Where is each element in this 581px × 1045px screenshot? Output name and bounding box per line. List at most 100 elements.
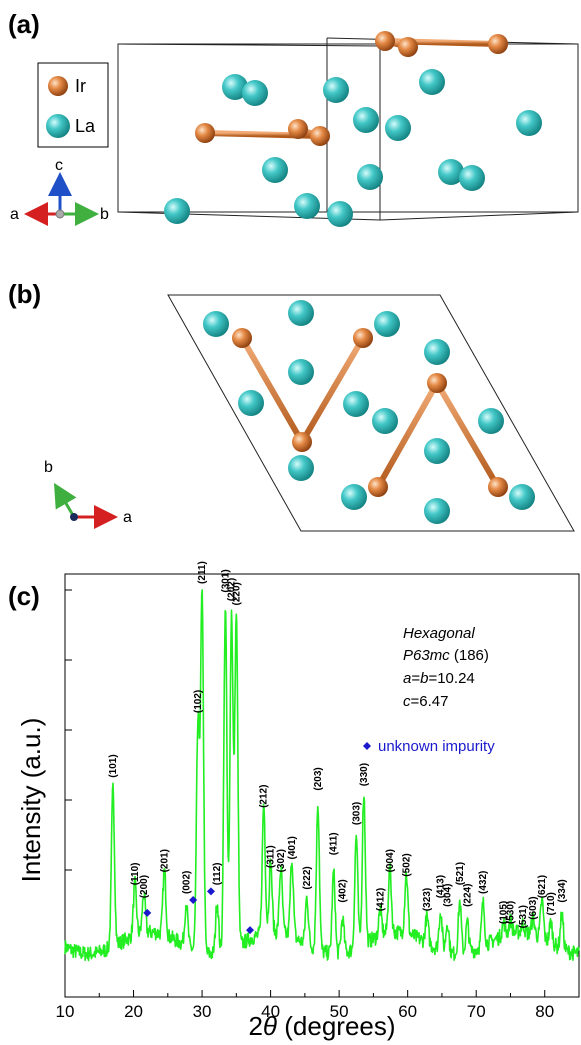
peak-label: (303): [351, 802, 362, 825]
impurity-marker: [246, 926, 255, 935]
x-tick-label: 80: [535, 1002, 554, 1021]
x-axis-label-unit: (degrees): [277, 1011, 396, 1041]
y-ticks: [65, 589, 72, 871]
x-tick-label: 30: [193, 1002, 212, 1021]
peak-labels: (101) (110)(200) (201) (002) (102) (211) (112)…: [108, 561, 568, 928]
peak-label: (200): [139, 875, 150, 898]
peak-label: (302): [276, 849, 287, 872]
axes-triad-a: c a b: [10, 157, 109, 226]
panel-a-label: (a): [8, 9, 40, 39]
info-a: a: [403, 670, 411, 687]
info-spacegroup: P63mc (186): [403, 647, 489, 664]
axis-b-label: b: [100, 206, 109, 223]
axis-c-label: c: [55, 157, 63, 174]
peak-label: (222): [302, 866, 313, 889]
info-ab-value: =10.24: [428, 670, 474, 687]
x-axis-label: 2θ (degrees): [248, 1011, 395, 1041]
x-axis-label-2: 2: [248, 1011, 262, 1041]
info-c: c=6.47: [403, 693, 448, 710]
panel-c-label: (c): [8, 581, 40, 611]
y-axis-label: Intensity (a.u.): [16, 718, 46, 883]
legend-a: Ir La: [37, 62, 109, 148]
legend-ir-label: Ir: [75, 76, 86, 96]
info-eq: =: [411, 670, 420, 687]
peak-label: (412): [375, 888, 386, 911]
peak-label: (710): [546, 892, 557, 915]
peak-label: (004): [385, 849, 396, 872]
x-tick-label: 40: [261, 1002, 280, 1021]
peak-label: (603): [528, 896, 539, 919]
info-spacegroup-number: (186): [450, 647, 489, 664]
peak-label: (323): [422, 888, 433, 911]
impurity-legend-marker: [363, 742, 371, 750]
legend-la-marker: [46, 114, 70, 138]
peak-label: (202): [227, 578, 238, 601]
panel-c: (c) 10 20 30 40 50 60 70 80 (101) (110)(200) (201…: [8, 561, 580, 1041]
x-tick-label: 70: [467, 1002, 486, 1021]
la-atoms-b: [203, 300, 535, 524]
impurity-marker: [206, 887, 215, 896]
peak-label: (201): [159, 849, 170, 872]
legend-la-label: La: [75, 116, 96, 136]
peak-label: (621): [537, 875, 548, 898]
info-ab: a=b=10.24: [403, 670, 475, 687]
peak-label: (502): [401, 853, 412, 876]
axes-triad-b: b a: [44, 459, 132, 529]
peak-label: (411): [329, 832, 340, 855]
peak-label: (334): [557, 879, 568, 902]
peak-label: (211): [197, 561, 208, 584]
peak-label: (105): [499, 901, 510, 924]
la-atoms-a: [164, 69, 542, 227]
xrd-chart: 10 20 30 40 50 60 70 80 (101) (110)(200) (201) (00…: [16, 561, 580, 1041]
peak-label: (432): [478, 871, 489, 894]
info-spacegroup-symbol: P63mc: [403, 647, 450, 664]
x-tick-label: 60: [398, 1002, 417, 1021]
structure-info: Hexagonal P63mc (186) a=b=10.24 c=6.47 u…: [363, 625, 495, 755]
peak-label: (112): [212, 863, 223, 886]
info-system: Hexagonal: [403, 625, 475, 642]
axis-b-label-b: b: [44, 459, 53, 476]
axis-a-label: a: [10, 206, 19, 223]
panel-b-label: (b): [8, 279, 41, 309]
x-axis-label-theta: θ: [263, 1011, 277, 1041]
peak-label: (212): [259, 785, 270, 808]
plot-frame: [64, 573, 580, 998]
peak-label: (110): [130, 863, 141, 886]
panel-b: (b): [8, 279, 575, 532]
peak-label: (301): [220, 569, 231, 592]
peak-label: (102): [193, 690, 204, 713]
info-c-symbol: c: [403, 693, 411, 710]
impurity-legend-label: unknown impurity: [378, 738, 495, 755]
peak-label: (531): [518, 905, 529, 928]
unit-cell-box-a: [117, 37, 579, 221]
peak-label: (002): [181, 871, 192, 894]
unit-cell-b: [167, 294, 575, 532]
impurity-marker: [143, 908, 152, 917]
peak-label: (220): [231, 582, 242, 605]
impurity-markers: [143, 887, 255, 935]
peak-label: (402): [338, 879, 349, 902]
peak-label: (413): [436, 875, 447, 898]
peak-label: (530): [506, 901, 517, 924]
x-tick-label: 50: [330, 1002, 349, 1021]
ir-atoms-b: [232, 328, 508, 497]
peak-label: (224): [462, 884, 473, 907]
panel-a: (a): [8, 9, 579, 227]
peak-label: (521): [455, 862, 466, 885]
peak-label: (101): [108, 754, 119, 777]
axis-a-label-b: a: [123, 509, 132, 526]
peak-label: (203): [313, 767, 324, 790]
ir-atoms-a: [195, 31, 508, 146]
peak-label: (401): [287, 836, 298, 859]
xrd-series-line: [64, 589, 580, 962]
peak-label: (311): [266, 845, 277, 868]
legend-ir-marker: [48, 76, 68, 96]
peak-label: (304): [442, 884, 453, 907]
ir-bonds-b: [239, 335, 501, 490]
info-c-value: =6.47: [411, 693, 449, 710]
x-ticks: 10 20 30 40 50 60 70 80: [56, 990, 554, 1021]
peak-label: (330): [359, 763, 370, 786]
x-tick-label: 10: [56, 1002, 75, 1021]
x-tick-label: 20: [124, 1002, 143, 1021]
